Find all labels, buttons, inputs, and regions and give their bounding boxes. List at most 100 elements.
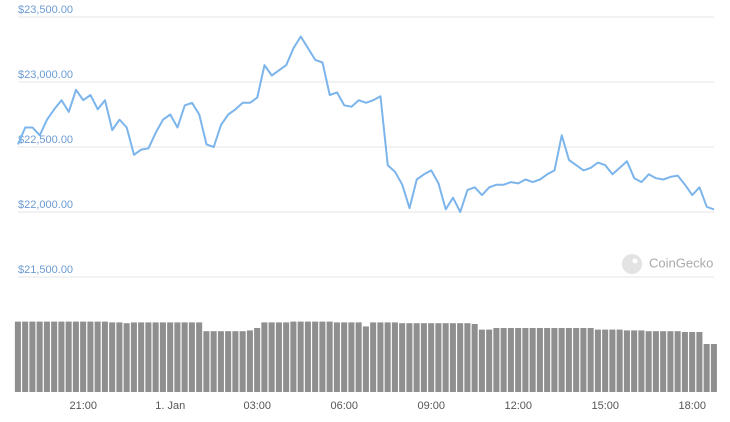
volume-bar <box>94 321 101 392</box>
volume-bar <box>399 323 406 392</box>
volume-bar <box>225 331 232 392</box>
volume-bar <box>203 331 210 392</box>
volume-bar <box>428 323 435 392</box>
x-tick-label: 21:00 <box>69 400 97 412</box>
volume-bar <box>652 331 659 392</box>
volume-bar <box>80 321 87 392</box>
volume-bar <box>355 322 362 392</box>
volume-bar <box>457 323 464 392</box>
volume-bar <box>471 324 478 392</box>
volume-bar <box>587 328 594 392</box>
volume-bar <box>58 321 65 392</box>
volume-bar <box>326 321 333 392</box>
x-tick-label: 03:00 <box>243 400 271 412</box>
volume-bar <box>623 330 630 392</box>
volume-bar <box>261 322 268 392</box>
y-tick-label: $22,500.00 <box>18 134 73 146</box>
y-tick-label: $23,500.00 <box>18 4 73 16</box>
x-tick-label: 06:00 <box>330 400 358 412</box>
volume-bar <box>681 332 688 392</box>
volume-bar <box>138 322 145 392</box>
volume-bar <box>348 322 355 392</box>
volume-bar <box>36 321 43 392</box>
volume-bar <box>152 322 159 392</box>
volume-bar <box>558 328 565 392</box>
y-tick-label: $23,000.00 <box>18 69 73 81</box>
volume-bar <box>232 331 239 392</box>
volume-bar <box>616 329 623 392</box>
volume-bar <box>689 332 696 392</box>
volume-bar <box>573 328 580 392</box>
volume-bar <box>442 323 449 392</box>
volume-bar <box>362 326 369 392</box>
x-tick-label: 09:00 <box>417 400 445 412</box>
volume-bar <box>507 328 514 392</box>
volume-bar <box>51 321 58 392</box>
volume-bar <box>217 331 224 392</box>
volume-bar <box>449 323 456 392</box>
volume-bar <box>254 328 261 392</box>
volume-bar <box>333 322 340 392</box>
volume-bar <box>246 330 253 392</box>
volume-bar <box>188 322 195 392</box>
volume-bar <box>631 330 638 392</box>
volume-bar <box>529 328 536 392</box>
volume-bar <box>674 331 681 392</box>
volume-bar <box>304 321 311 392</box>
volume-bar <box>377 322 384 392</box>
volume-bar <box>101 321 108 392</box>
logo-eye <box>632 258 638 264</box>
volume-bar <box>667 331 674 392</box>
volume-bar <box>536 328 543 392</box>
watermark: CoinGecko <box>649 255 713 270</box>
price-line <box>17 35 715 213</box>
volume-bar <box>268 322 275 392</box>
volume-bar <box>109 322 116 392</box>
volume-bar <box>290 321 297 392</box>
x-tick-label: 1. Jan <box>155 400 185 412</box>
volume-bar <box>464 323 471 392</box>
volume-bar <box>406 323 413 392</box>
volume-bar <box>319 321 326 392</box>
volume-bar <box>239 331 246 392</box>
volume-bar <box>522 328 529 392</box>
volume-bar <box>565 328 572 392</box>
y-tick-label: $21,500.00 <box>18 264 73 276</box>
volume-bar <box>43 321 50 392</box>
x-tick-label: 15:00 <box>591 400 619 412</box>
volume-bar <box>123 323 130 392</box>
volume-bar <box>602 329 609 392</box>
volume-bar <box>145 322 152 392</box>
volume-bar <box>710 344 717 392</box>
volume-bar <box>159 322 166 392</box>
volume-bar <box>341 322 348 392</box>
volume-bar <box>486 329 493 392</box>
volume-bar <box>116 322 123 392</box>
volume-bar <box>87 321 94 392</box>
volume-bar <box>275 322 282 392</box>
volume-bar <box>312 321 319 392</box>
volume-bar <box>283 322 290 392</box>
volume-bar <box>181 322 188 392</box>
volume-bar <box>638 330 645 392</box>
volume-bar <box>493 328 500 392</box>
volume-bar <box>65 321 72 392</box>
volume-bar <box>580 328 587 392</box>
volume-bar <box>594 329 601 392</box>
volume-bar <box>645 331 652 392</box>
volume-bar <box>196 322 203 392</box>
x-tick-label: 18:00 <box>678 400 706 412</box>
volume-bar <box>435 323 442 392</box>
volume-bar <box>660 331 667 392</box>
x-tick-label: 12:00 <box>504 400 532 412</box>
volume-bar <box>210 331 217 392</box>
volume-bar <box>167 322 174 392</box>
volume-bar <box>130 322 137 392</box>
volume-bar <box>696 332 703 392</box>
volume-bar <box>72 321 79 392</box>
volume-bar <box>551 328 558 392</box>
volume-bar <box>370 322 377 392</box>
volume-bar <box>22 321 29 392</box>
